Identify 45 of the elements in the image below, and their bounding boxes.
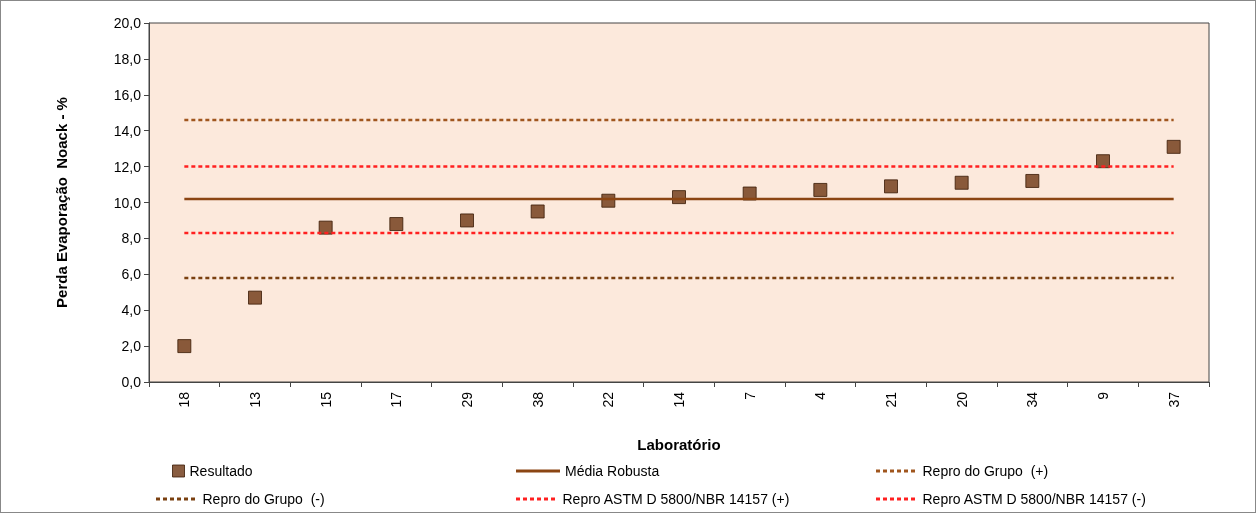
point bbox=[884, 179, 898, 194]
x-tick-label: 4 bbox=[812, 391, 829, 400]
point bbox=[318, 220, 333, 235]
x-tick-label: 34 bbox=[1024, 391, 1041, 408]
x-tick-label: 37 bbox=[1165, 391, 1182, 408]
x-tick-label: 22 bbox=[600, 391, 617, 408]
y-tick-label: 14,0 bbox=[113, 122, 142, 139]
y-tick-label: 0,0 bbox=[121, 374, 142, 390]
y-tick-label: 18,0 bbox=[113, 50, 142, 67]
x-tick-label: 15 bbox=[317, 391, 334, 408]
y-tick-label: 2,0 bbox=[121, 338, 142, 355]
point bbox=[954, 175, 969, 190]
point bbox=[248, 290, 262, 305]
y-tick-label: 4,0 bbox=[121, 302, 142, 319]
point bbox=[460, 213, 474, 228]
y-tick-label: 6,0 bbox=[121, 266, 142, 283]
y-tick-label: 10,0 bbox=[113, 194, 142, 211]
y-tick-label: 8,0 bbox=[121, 230, 142, 247]
point bbox=[1166, 139, 1181, 154]
x-tick-label: 29 bbox=[459, 391, 475, 408]
legend-label: Repro ASTM D 5800/NBR 14157 (-) bbox=[922, 491, 1146, 507]
y-axis-title: Perda Evaporação Noack - % bbox=[53, 97, 70, 308]
point bbox=[813, 182, 828, 197]
point bbox=[389, 217, 404, 232]
x-tick-label: 7 bbox=[741, 391, 758, 400]
point bbox=[177, 339, 192, 354]
legend-label: Resultado bbox=[189, 463, 253, 479]
x-tick-label: 38 bbox=[529, 391, 546, 408]
x-tick-label: 14 bbox=[671, 391, 687, 408]
point bbox=[530, 204, 545, 219]
point bbox=[1025, 173, 1040, 188]
y-tick-label: 20,0 bbox=[113, 15, 142, 31]
legend-label: Repro do Grupo (-) bbox=[202, 491, 325, 507]
x-tick-label: 9 bbox=[1095, 391, 1111, 400]
legend-label: Repro do Grupo (+) bbox=[922, 463, 1049, 479]
x-tick-label: 20 bbox=[953, 391, 970, 408]
legend-label: Repro ASTM D 5800/NBR 14157 (+) bbox=[562, 491, 790, 507]
x-tick-label: 18 bbox=[176, 391, 193, 408]
x-tick-label: 21 bbox=[883, 391, 899, 408]
x-tick-label: 13 bbox=[247, 391, 263, 408]
x-tick-label: 17 bbox=[388, 391, 405, 408]
y-tick-label: 16,0 bbox=[113, 86, 142, 103]
legend-label: Média Robusta bbox=[565, 463, 660, 479]
y-tick-label: 12,0 bbox=[113, 158, 142, 175]
x-axis-title: Laboratório bbox=[637, 436, 721, 453]
